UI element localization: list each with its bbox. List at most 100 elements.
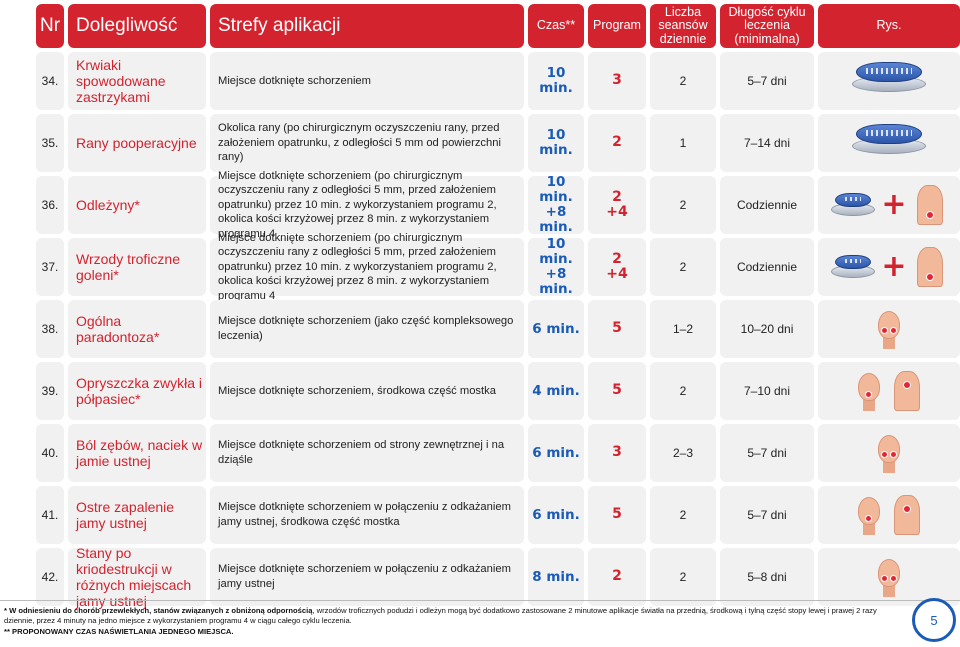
cell-sessions: 2 — [650, 486, 716, 544]
cell-figure — [818, 114, 960, 172]
body-figure-icon — [913, 185, 947, 225]
program-value: 3 — [612, 72, 622, 89]
table-row: 38. Ogólna paradontoza* Miejsce dotknięte … — [36, 300, 960, 358]
cell-condition: Ostre zapalenie jamy ustnej — [68, 486, 206, 544]
program-value: 2 — [612, 568, 622, 585]
cell-program: 5 — [588, 486, 646, 544]
header-figure: Rys. — [818, 4, 960, 48]
cell-duration: 5–7 dni — [720, 52, 814, 110]
nr-text: 34. — [41, 74, 59, 88]
cell-duration: 10–20 dni — [720, 300, 814, 358]
cell-nr: 41. — [36, 486, 64, 544]
header-nr: Nr — [36, 4, 64, 48]
cell-condition: Wrzody troficzne goleni* — [68, 238, 206, 296]
cell-duration: 5–7 dni — [720, 486, 814, 544]
nr-text: 37. — [41, 260, 59, 274]
program-value: +4 — [606, 204, 628, 220]
time-value: 10 min. — [539, 236, 573, 268]
sessions-text: 1 — [679, 136, 687, 150]
cell-nr: 39. — [36, 362, 64, 420]
time-value: +8 min. — [539, 204, 573, 235]
cell-duration: Codziennie — [720, 176, 814, 234]
cell-program: 5 — [588, 300, 646, 358]
program-value: 2 — [612, 134, 622, 151]
cell-nr: 34. — [36, 52, 64, 110]
cell-time: 6 min. — [528, 486, 584, 544]
cell-program: 2 +4 — [588, 238, 646, 296]
footnote-1: * W odniesieniu do chorób przewlekłych, … — [4, 606, 884, 627]
program-value: 5 — [612, 506, 622, 523]
time-value: 6 min. — [532, 444, 580, 461]
cell-zone: Miejsce dotknięte schorzeniem (po chirur… — [210, 232, 524, 302]
cell-figure — [818, 424, 960, 482]
sessions-text: 2 — [679, 570, 687, 584]
cell-program: 5 — [588, 362, 646, 420]
cell-figure: + — [818, 176, 960, 234]
program-value: 5 — [612, 382, 622, 399]
footnotes: * W odniesieniu do chorób przewlekłych, … — [4, 606, 884, 637]
table-row: 40. Ból zębów, naciek w jamie ustnej Miejs… — [36, 424, 960, 482]
cell-duration: 5–8 dni — [720, 548, 814, 606]
cell-duration: 7–10 dni — [720, 362, 814, 420]
application-spot-icon — [881, 327, 888, 334]
cell-figure — [818, 52, 960, 110]
cell-program: 2 — [588, 548, 646, 606]
condition-text: Ogólna paradontoza* — [76, 312, 160, 345]
divider — [0, 600, 960, 601]
duration-text: 5–7 dni — [747, 446, 787, 460]
page-number-badge: 5 — [912, 598, 956, 642]
cell-figure: + — [818, 238, 960, 296]
time-value: 10 min. — [539, 65, 573, 96]
face-figure-icon — [854, 495, 884, 535]
face-figure-icon — [874, 557, 904, 597]
condition-text: Ostre zapalenie jamy ustnej — [76, 498, 175, 531]
zone-text: Miejsce dotknięte schorzeniem — [218, 74, 371, 87]
cell-program: 3 — [588, 424, 646, 482]
program-value: 2 — [612, 188, 622, 205]
table-row: 39. Opryszczka zwykła i półpasiec* Miejsce… — [36, 362, 960, 420]
sessions-text: 2 — [679, 508, 687, 522]
header-condition: Dolegliwość — [68, 4, 206, 48]
cell-zone: Okolica rany (po chirurgicznym oczyszcze… — [210, 114, 524, 172]
application-spot-icon — [865, 515, 872, 522]
light-device-icon — [852, 60, 926, 102]
condition-text: Stany po kriodestrukcji w różnych miejsc… — [76, 544, 192, 610]
duration-text: Codziennie — [736, 260, 798, 274]
condition-text: Opryszczka zwykła i półpasiec* — [76, 374, 203, 407]
application-spot-icon — [865, 391, 872, 398]
footnote-1-bold: * W odniesieniu do chorób przewlekłych, … — [4, 606, 313, 615]
header-time: Czas** — [528, 4, 584, 48]
cell-program: 2 +4 — [588, 176, 646, 234]
cell-condition: Odleżyny* — [68, 176, 206, 234]
table-row: 41. Ostre zapalenie jamy ustnej Miejsce do… — [36, 486, 960, 544]
cell-zone: Miejsce dotknięte schorzeniem — [210, 52, 524, 110]
table-row: 37. Wrzody troficzne goleni* Miejsce dotkn… — [36, 232, 960, 302]
nr-text: 41. — [41, 508, 59, 522]
duration-text: 5–7 dni — [747, 74, 787, 88]
sessions-text: 2 — [679, 198, 687, 212]
program-value: 5 — [612, 320, 622, 337]
nr-text: 35. — [41, 136, 59, 150]
duration-text: 5–8 dni — [747, 570, 787, 584]
cell-zone: Miejsce dotknięte schorzeniem (jako częś… — [210, 300, 524, 358]
header-duration: Długość cyklu leczenia (minimalna) — [720, 4, 814, 48]
table-row: 36. Odleżyny* Miejsce dotknięte schorzenie… — [36, 170, 960, 240]
application-spot-icon — [890, 327, 897, 334]
cell-time: 6 min. — [528, 424, 584, 482]
sessions-text: 2 — [679, 74, 687, 88]
application-spot-icon — [890, 575, 897, 582]
time-value: 4 min. — [532, 382, 580, 399]
cell-nr: 38. — [36, 300, 64, 358]
cell-sessions: 2–3 — [650, 424, 716, 482]
cell-nr: 35. — [36, 114, 64, 172]
cell-sessions: 1 — [650, 114, 716, 172]
duration-text: 10–20 dni — [740, 322, 794, 336]
zone-text: Okolica rany (po chirurgicznym oczyszcze… — [218, 122, 501, 164]
cell-duration: Codziennie — [720, 238, 814, 296]
application-spot-icon — [881, 451, 888, 458]
condition-text: Rany pooperacyjne — [76, 134, 197, 151]
sessions-text: 2 — [679, 384, 687, 398]
application-spot-icon — [903, 505, 911, 513]
program-value: +4 — [606, 266, 628, 282]
cell-time: 10 min. — [528, 114, 584, 172]
